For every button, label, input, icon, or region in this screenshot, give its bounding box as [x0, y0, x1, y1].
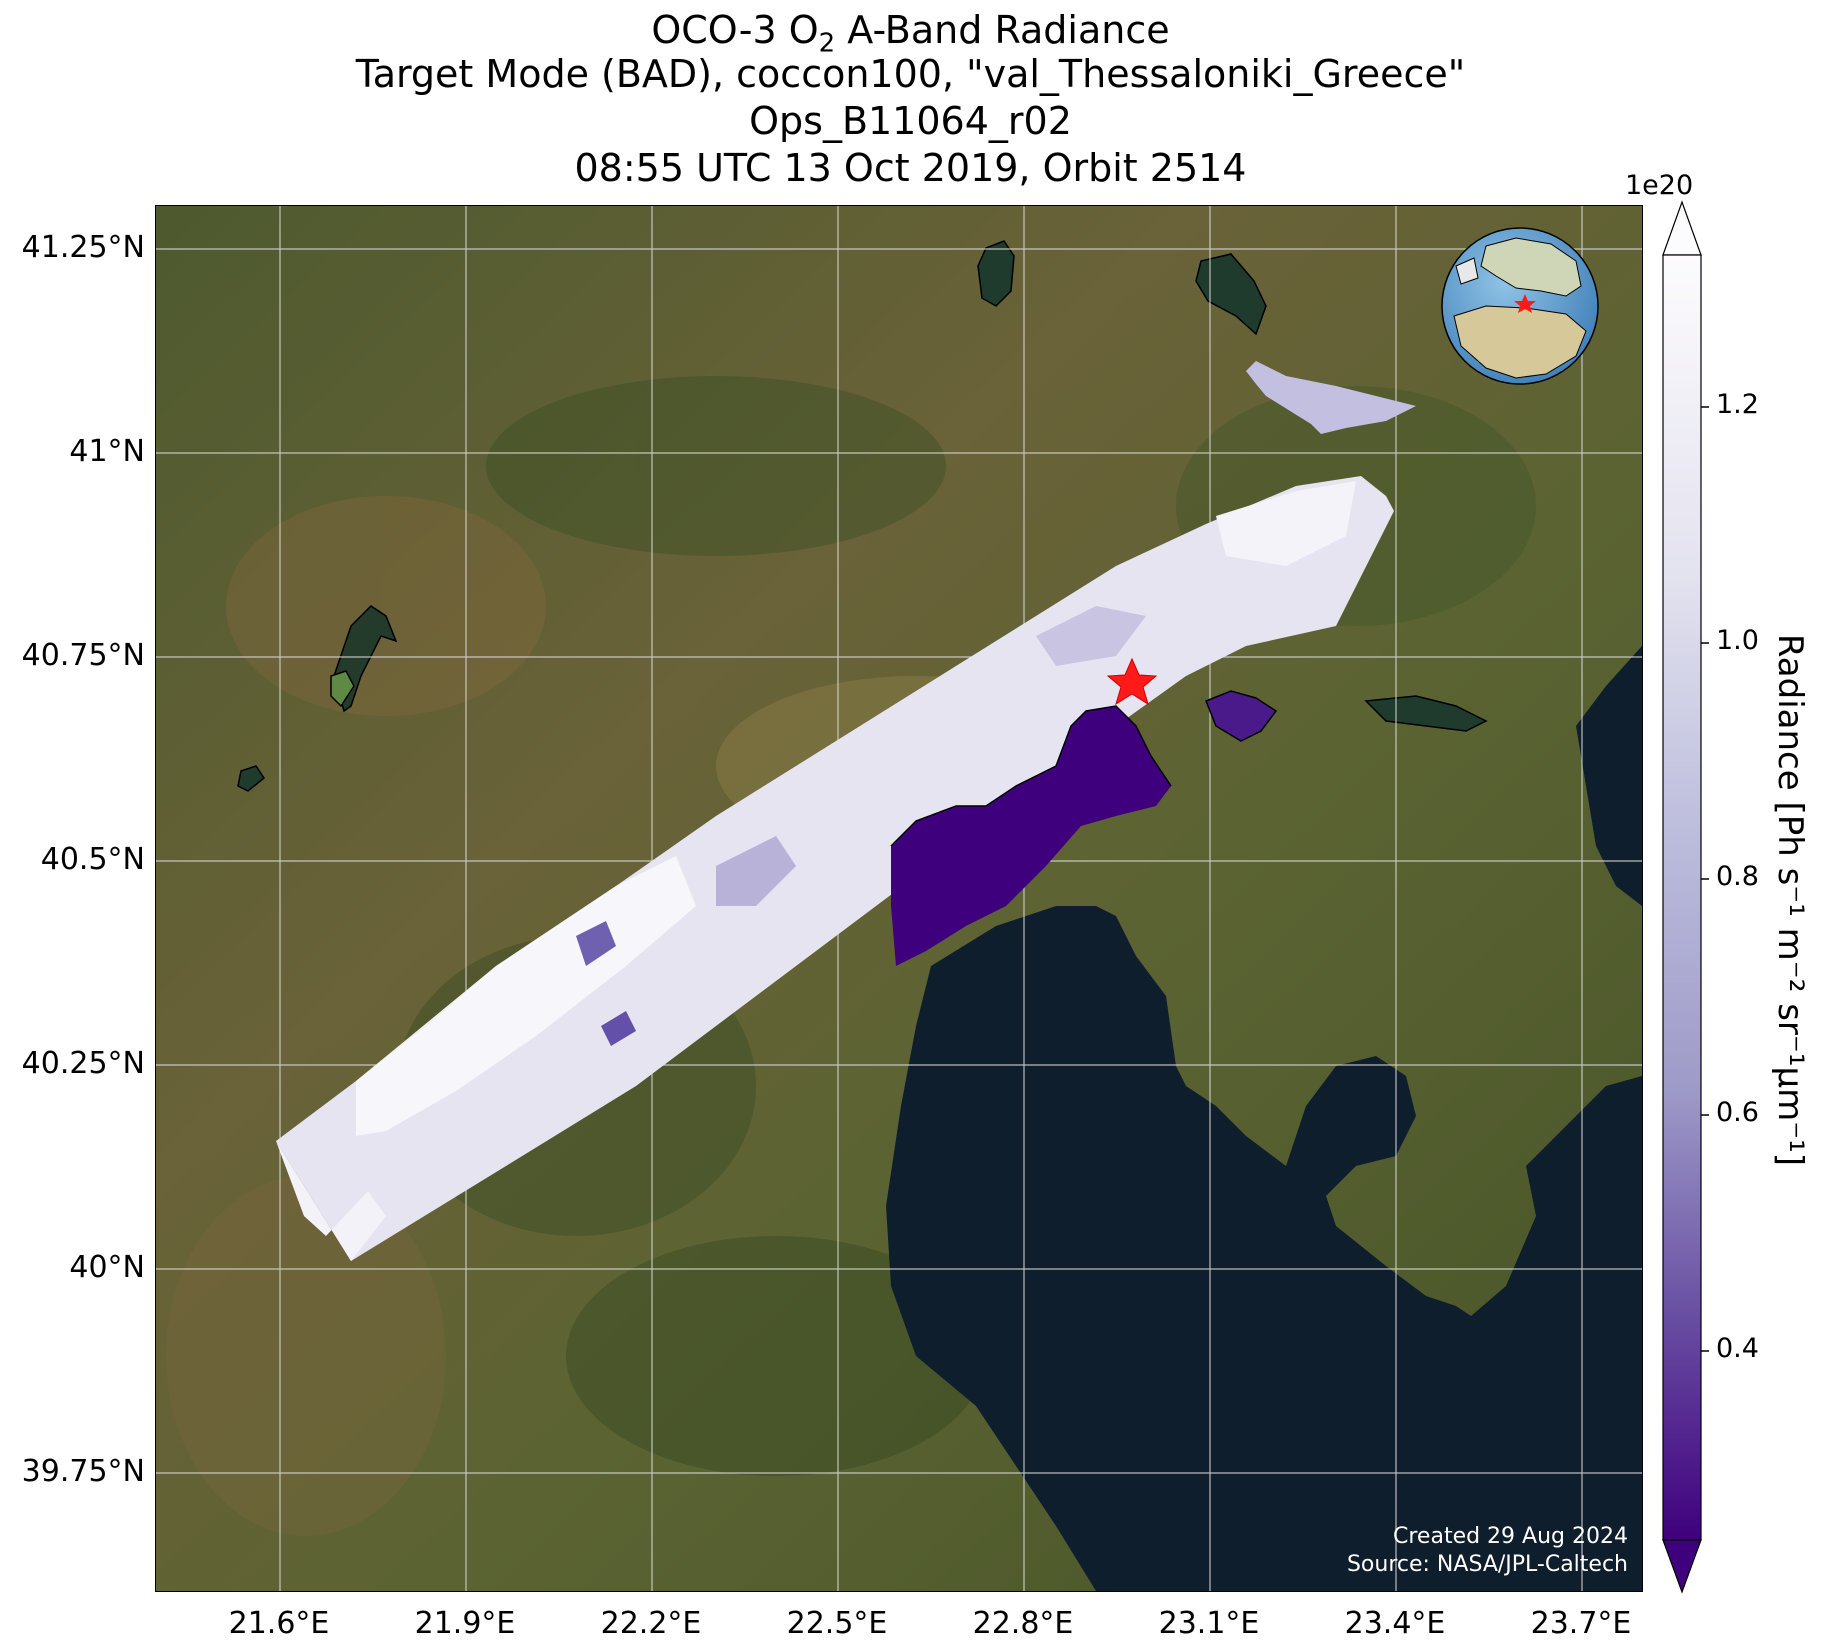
lake-small-west — [237, 765, 266, 792]
lat-tick-label: 41.25°N — [21, 230, 145, 265]
lon-tick-label: 23.4°E — [1344, 1606, 1446, 1641]
swath-patch-dark-small — [576, 921, 616, 966]
swath-patch-northeast-medium — [1036, 606, 1146, 666]
colorbar-tick-label: 0.8 — [1716, 861, 1759, 892]
chart-title-line-2: Target Mode (BAD), coccon100, "val_Thess… — [355, 52, 1466, 96]
swath-tail — [276, 1141, 386, 1261]
lon-tick-label: 22.2°E — [600, 1606, 702, 1641]
lake-prespa — [977, 240, 1015, 307]
colorbar-extend-min — [1662, 1539, 1702, 1594]
credit-created: Created 29 Aug 2024 — [1393, 1524, 1628, 1549]
swath-low-radiance-gulf — [891, 706, 1171, 966]
coastline-thessaloniki — [890, 705, 1172, 847]
swath-low-radiance-lake — [1205, 690, 1278, 742]
colorbar-label: Radiance [Ph s⁻¹ m⁻² sr⁻¹μm⁻¹] — [1770, 633, 1810, 1167]
lat-tick-label: 40.75°N — [21, 638, 145, 673]
colorbar — [1662, 200, 1709, 1594]
lat-tick-label: 40°N — [69, 1250, 145, 1285]
colorbar-extend-max — [1662, 200, 1702, 256]
lon-tick-label: 22.5°E — [786, 1606, 888, 1641]
lat-tick-label: 40.5°N — [40, 842, 145, 877]
swath-main-outline — [276, 476, 1394, 1261]
lon-tick-label: 23.7°E — [1530, 1606, 1632, 1641]
chart-title-line-3: Ops_B11064_r02 — [749, 99, 1072, 143]
colorbar-exponent: 1e20 — [1625, 170, 1694, 201]
colorbar-tick-label: 1.2 — [1716, 389, 1759, 420]
colorbar-tick-label: 0.4 — [1716, 1333, 1759, 1364]
swath-patch-east-bright — [1216, 481, 1356, 566]
colorbar-gradient — [1662, 254, 1702, 1541]
colorbar-ticks — [1701, 406, 1709, 1352]
map-canvas — [156, 206, 1642, 1591]
lake-petron — [330, 670, 355, 708]
lon-tick-label: 21.9°E — [414, 1606, 516, 1641]
lat-tick-label: 41°N — [69, 434, 145, 469]
map-panel[interactable]: Created 29 Aug 2024 Source: NASA/JPL-Cal… — [155, 205, 1643, 1592]
radiance-swath — [276, 476, 1394, 1261]
credit-source: Source: NASA/JPL-Caltech — [1346, 1552, 1628, 1577]
colorbar-tick-label: 1.0 — [1716, 625, 1759, 656]
target-star-marker — [1106, 657, 1158, 706]
sea-thermaikos-gulf — [886, 906, 1642, 1591]
swath-fragment-north — [1246, 361, 1416, 434]
lake-dojran — [1195, 253, 1267, 336]
globe-inset — [1441, 227, 1599, 385]
lon-tick-label: 21.6°E — [228, 1606, 330, 1641]
colorbar-tick-label: 0.6 — [1716, 1097, 1759, 1128]
swath-patch-darker-small — [601, 1011, 636, 1046]
lon-tick-label: 22.8°E — [972, 1606, 1074, 1641]
sea-aegean-east — [1576, 646, 1642, 906]
chart-title-line-1: OCO-3 O2 A-Band Radiance — [651, 8, 1170, 59]
swath-west-bright — [356, 856, 696, 1136]
swath-patch-mid-medium — [716, 836, 796, 906]
chart-title-line-4: 08:55 UTC 13 Oct 2019, Orbit 2514 — [574, 146, 1247, 190]
lat-tick-label: 40.25°N — [21, 1046, 145, 1081]
lon-tick-label: 23.1°E — [1158, 1606, 1260, 1641]
lat-tick-label: 39.75°N — [21, 1454, 145, 1489]
